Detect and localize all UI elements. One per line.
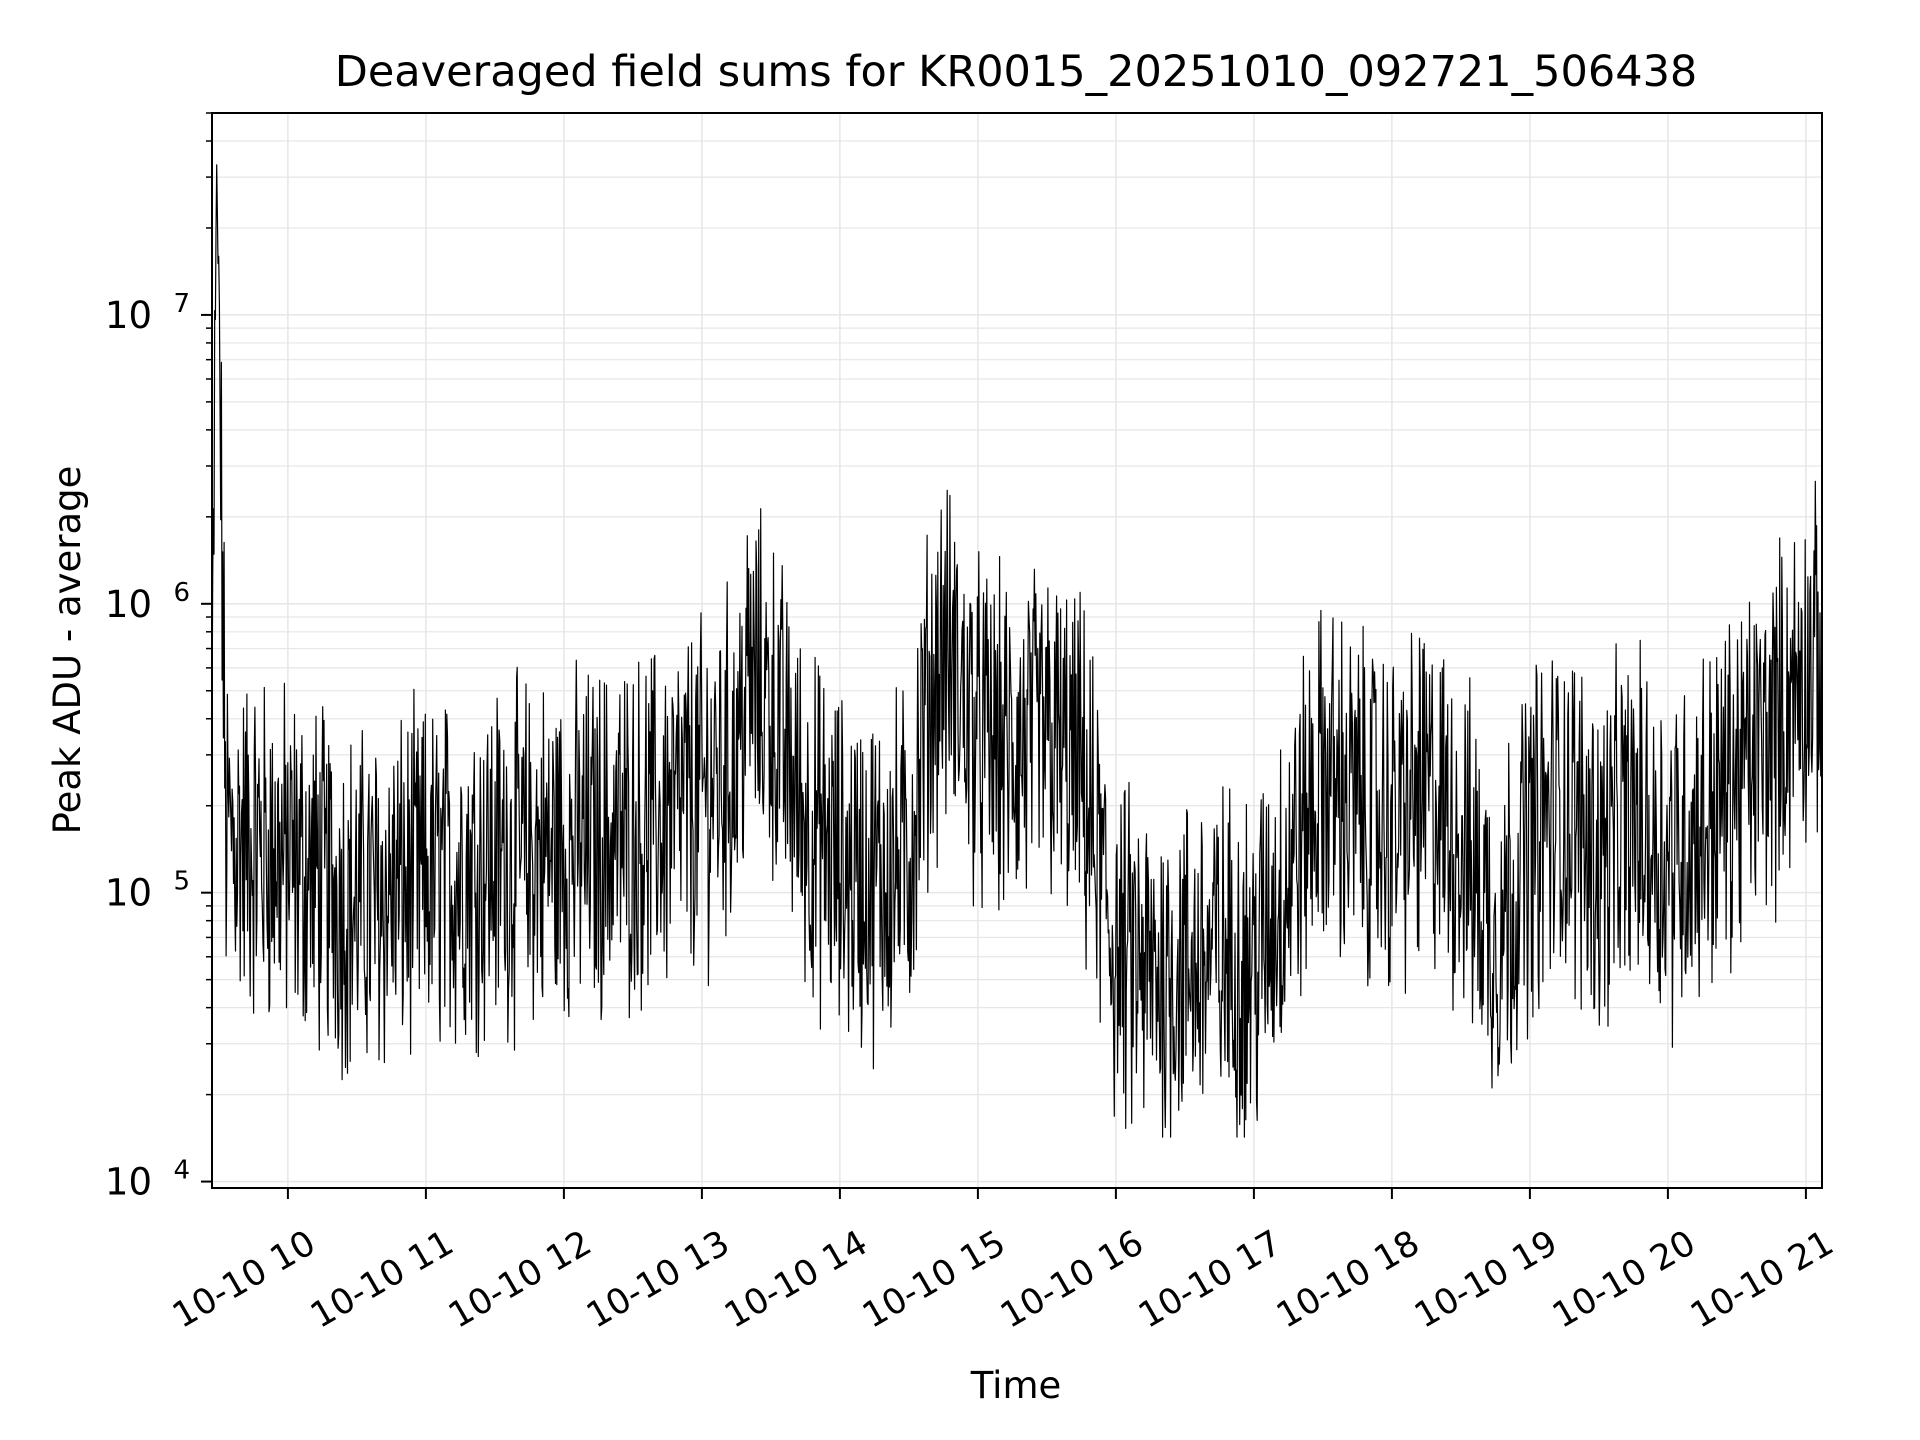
y-tick-exponent: 4 (173, 1156, 190, 1186)
y-axis-label: Peak ADU - average (46, 466, 89, 835)
y-tick-label: 10 (105, 872, 152, 915)
axis-ticks (201, 112, 1807, 1199)
y-tick-labels: 10 4 10 5 10 6 10 7 (105, 289, 190, 1204)
y-tick-exponent: 7 (173, 289, 190, 319)
chart-title: Deaveraged field sums for KR0015_2025101… (335, 47, 1698, 97)
plot-frame (211, 112, 1823, 1189)
y-tick-exponent: 6 (173, 578, 190, 608)
series-line (212, 164, 1822, 1138)
y-tick-base: 10 (105, 872, 152, 915)
y-tick-exponent: 5 (173, 867, 190, 897)
y-tick-base: 10 (105, 583, 152, 626)
x-axis-label: Time (970, 1364, 1062, 1407)
y-tick-label: 10 (105, 583, 152, 626)
y-tick-base: 10 (105, 1161, 152, 1204)
y-tick-base: 10 (105, 294, 152, 337)
y-tick-label: 10 (105, 1161, 152, 1204)
y-tick-label: 10 (105, 294, 152, 337)
